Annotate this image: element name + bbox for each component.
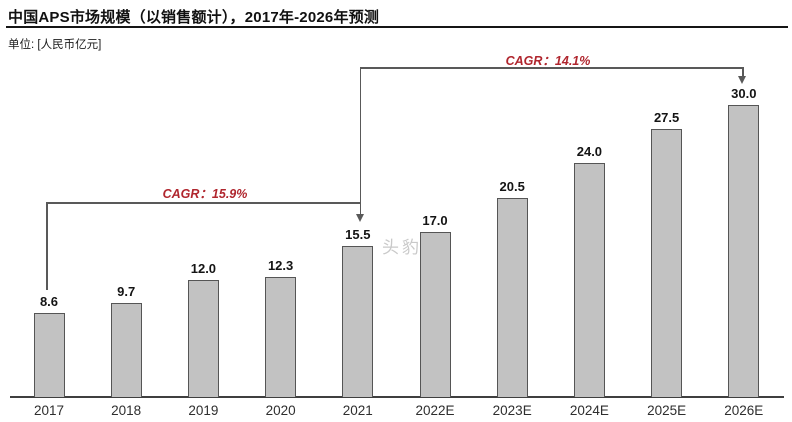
value-label-2017: 8.6 xyxy=(39,294,59,310)
value-label-2021: 15.5 xyxy=(345,227,371,243)
bar-2025E xyxy=(651,129,683,397)
value-label-2019: 12.0 xyxy=(190,261,217,277)
value-label-2026E: 30.0 xyxy=(731,86,757,102)
page-title: 中国APS市场规模（以销售额计），2017年-2026年预测 xyxy=(8,9,380,26)
x-tick-2020: 2020 xyxy=(265,403,296,418)
bar-2023E xyxy=(496,197,528,397)
value-label-2022E: 17.0 xyxy=(422,212,448,228)
cagr-vertical-line-2021 xyxy=(359,67,361,215)
x-tick-2023E: 2023E xyxy=(492,403,532,418)
x-tick-2019: 2019 xyxy=(188,403,219,418)
cagr-label-2021-2026: CAGR：14.1% xyxy=(505,54,591,68)
bar-2019 xyxy=(187,280,219,397)
bar-2026E xyxy=(728,105,760,397)
x-tick-2022E: 2022E xyxy=(415,403,455,418)
x-tick-2018: 2018 xyxy=(111,403,142,418)
arrow-down-icon xyxy=(355,214,364,222)
arrow-down-icon xyxy=(738,76,746,84)
bar-2017 xyxy=(33,313,65,397)
cagr1-left-line xyxy=(46,202,48,290)
cagr-label-2017-2021: CAGR：15.9% xyxy=(162,187,248,201)
cagr1-horizontal-line xyxy=(46,202,360,204)
bar-2021 xyxy=(342,246,374,397)
x-tick-2021: 2021 xyxy=(342,403,373,418)
bar-2024E xyxy=(573,163,605,397)
unit-label: 单位: [人民币亿元] xyxy=(8,39,102,51)
bar-2020 xyxy=(265,277,297,397)
x-tick-2024E: 2024E xyxy=(569,403,609,418)
title-divider xyxy=(6,26,788,28)
value-label-2020: 12.3 xyxy=(267,258,294,274)
value-label-2025E: 27.5 xyxy=(653,110,680,126)
cagr2-horizontal-line xyxy=(359,67,744,69)
value-label-2018: 9.7 xyxy=(117,283,136,299)
cagr2-right-line xyxy=(742,67,744,77)
bar-2018 xyxy=(110,302,142,397)
value-label-2023E: 20.5 xyxy=(499,178,525,194)
x-tick-2025E: 2025E xyxy=(647,403,687,418)
watermark: 头豹 xyxy=(382,238,422,257)
x-axis-line xyxy=(10,396,784,398)
x-tick-2026E: 2026E xyxy=(724,403,764,418)
value-label-2024E: 24.0 xyxy=(576,144,603,160)
x-tick-2017: 2017 xyxy=(33,403,65,418)
bar-2022E xyxy=(419,231,451,397)
